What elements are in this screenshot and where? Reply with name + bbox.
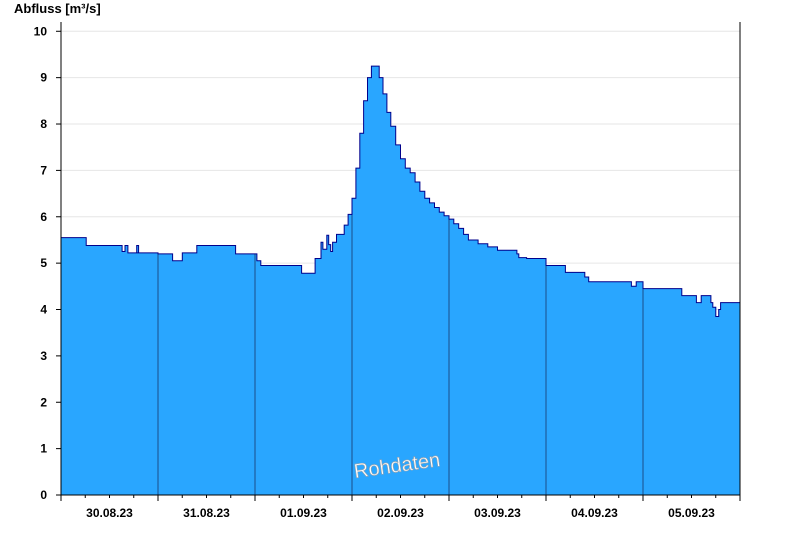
- y-tick-label: 9: [40, 71, 47, 85]
- y-tick-label: 6: [40, 210, 47, 224]
- y-tick-label: 10: [34, 24, 48, 38]
- discharge-area: [61, 66, 740, 495]
- y-tick-label: 2: [40, 395, 47, 409]
- y-tick-label: 7: [40, 163, 47, 177]
- y-axis-ticks: 0 1 2 3 4 5 6 7 8 9 10: [34, 24, 61, 502]
- day-boundary-lines: [157, 198, 644, 495]
- y-tick-label: 1: [40, 442, 47, 456]
- y-tick-label: 8: [40, 117, 47, 131]
- y-tick-label: 3: [40, 349, 47, 363]
- discharge-line: [61, 65, 740, 317]
- y-tick-label: 4: [40, 303, 47, 317]
- y-axis-label: Abfluss [m³/s]: [14, 1, 101, 16]
- x-tick-label: 01.09.23: [280, 506, 327, 520]
- y-tick-label: 5: [40, 256, 47, 270]
- x-tick-label: 05.09.23: [668, 506, 715, 520]
- x-tick-label: 04.09.23: [571, 506, 618, 520]
- x-tick-label: 30.08.23: [86, 506, 133, 520]
- x-tick-label: 31.08.23: [183, 506, 230, 520]
- y-tick-label: 0: [40, 488, 47, 502]
- x-tick-label: 03.09.23: [474, 506, 521, 520]
- x-axis-ticks: 30.08.23 31.08.23 01.09.23 02.09.23 03.09.23…: [60, 495, 741, 520]
- x-tick-label: 02.09.23: [377, 506, 424, 520]
